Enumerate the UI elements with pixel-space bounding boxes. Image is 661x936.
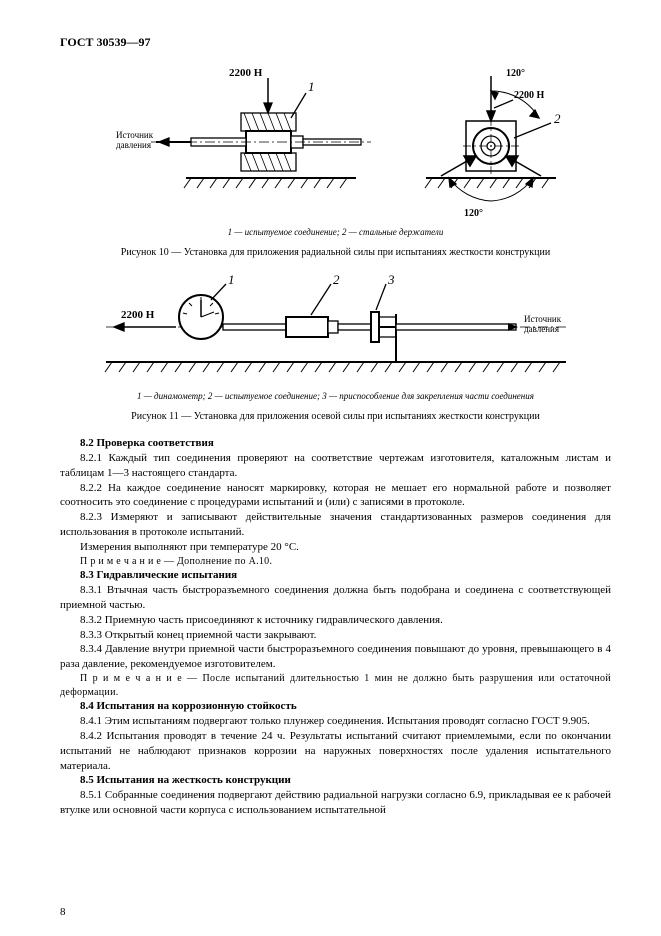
svg-text:Источник: Источник [524, 314, 562, 324]
svg-text:2200 Н: 2200 Н [121, 309, 155, 321]
figure-11-caption: Рисунок 11 — Установка для приложения ос… [60, 411, 611, 422]
legend-text: 1 — испытуемое соединение; 2 — стальные … [228, 227, 444, 237]
para-8-3-4: 8.3.4 Давление внутри приемной части быс… [60, 642, 611, 672]
para-8-3-3: 8.3.3 Открытый конец приемной части закр… [60, 628, 611, 643]
legend-text: 1 — динамометр; 2 — испытуемое соединени… [137, 391, 534, 401]
svg-text:1: 1 [228, 272, 235, 287]
figure-10-svg: 2200 Н 1 Источник давления [96, 58, 576, 218]
para-8-4-2: 8.4.2 Испытания проводят в течение 24 ч.… [60, 729, 611, 774]
svg-text:2: 2 [554, 111, 561, 126]
para-8-3-2: 8.3.2 Приемную часть присоединяют к исто… [60, 613, 611, 628]
page-number: 8 [60, 906, 66, 918]
figure-10: 2200 Н 1 Источник давления [60, 58, 611, 237]
svg-text:Источник: Источник [116, 130, 154, 140]
svg-text:120°: 120° [506, 68, 525, 79]
svg-text:давления: давления [524, 324, 559, 334]
note-8-2: П р и м е ч а н и е — Дополнение по А.10… [60, 555, 611, 569]
para-8-2-3b: Измерения выполняют при температуре 20 °… [60, 540, 611, 555]
para-8-5-1: 8.5.1 Собранные соединения подвергают де… [60, 788, 611, 818]
svg-text:120°: 120° [464, 208, 483, 218]
svg-text:1: 1 [308, 79, 315, 94]
svg-text:2200 Н: 2200 Н [514, 90, 545, 101]
svg-text:давления: давления [116, 140, 151, 150]
figure-11-svg: 2200 Н Источник давления [86, 272, 586, 382]
figure-10-legend: 1 — испытуемое соединение; 2 — стальные … [60, 227, 611, 237]
doc-header: ГОСТ 30539—97 [60, 35, 611, 50]
svg-text:2: 2 [333, 272, 340, 287]
figure-11-legend: 1 — динамометр; 2 — испытуемое соединени… [60, 391, 611, 401]
svg-text:2200 Н: 2200 Н [229, 67, 263, 79]
para-8-4-1: 8.4.1 Этим испытаниям подвергают только … [60, 714, 611, 729]
para-8-2-1: 8.2.1 Каждый тип соединения проверяют на… [60, 451, 611, 481]
svg-text:3: 3 [387, 272, 395, 287]
body-text: 8.2 Проверка соответствия 8.2.1 Каждый т… [60, 436, 611, 818]
para-8-2-2: 8.2.2 На каждое соединение наносят марки… [60, 481, 611, 511]
para-8-2-3: 8.2.3 Измеряют и записывают действительн… [60, 510, 611, 540]
section-8-2-title: 8.2 Проверка соответствия [60, 436, 611, 451]
para-8-3-1: 8.3.1 Втычная часть быстроразъемного сое… [60, 583, 611, 613]
figure-10-caption: Рисунок 10 — Установка для приложения ра… [60, 247, 611, 258]
section-8-5-title: 8.5 Испытания на жесткость конструкции [60, 773, 611, 788]
section-8-3-title: 8.3 Гидравлические испытания [60, 568, 611, 583]
figure-11: 2200 Н Источник давления [60, 272, 611, 401]
note-8-3: П р и м е ч а н и е — После испытаний дл… [60, 672, 611, 699]
section-8-4-title: 8.4 Испытания на коррозионную стойкость [60, 699, 611, 714]
